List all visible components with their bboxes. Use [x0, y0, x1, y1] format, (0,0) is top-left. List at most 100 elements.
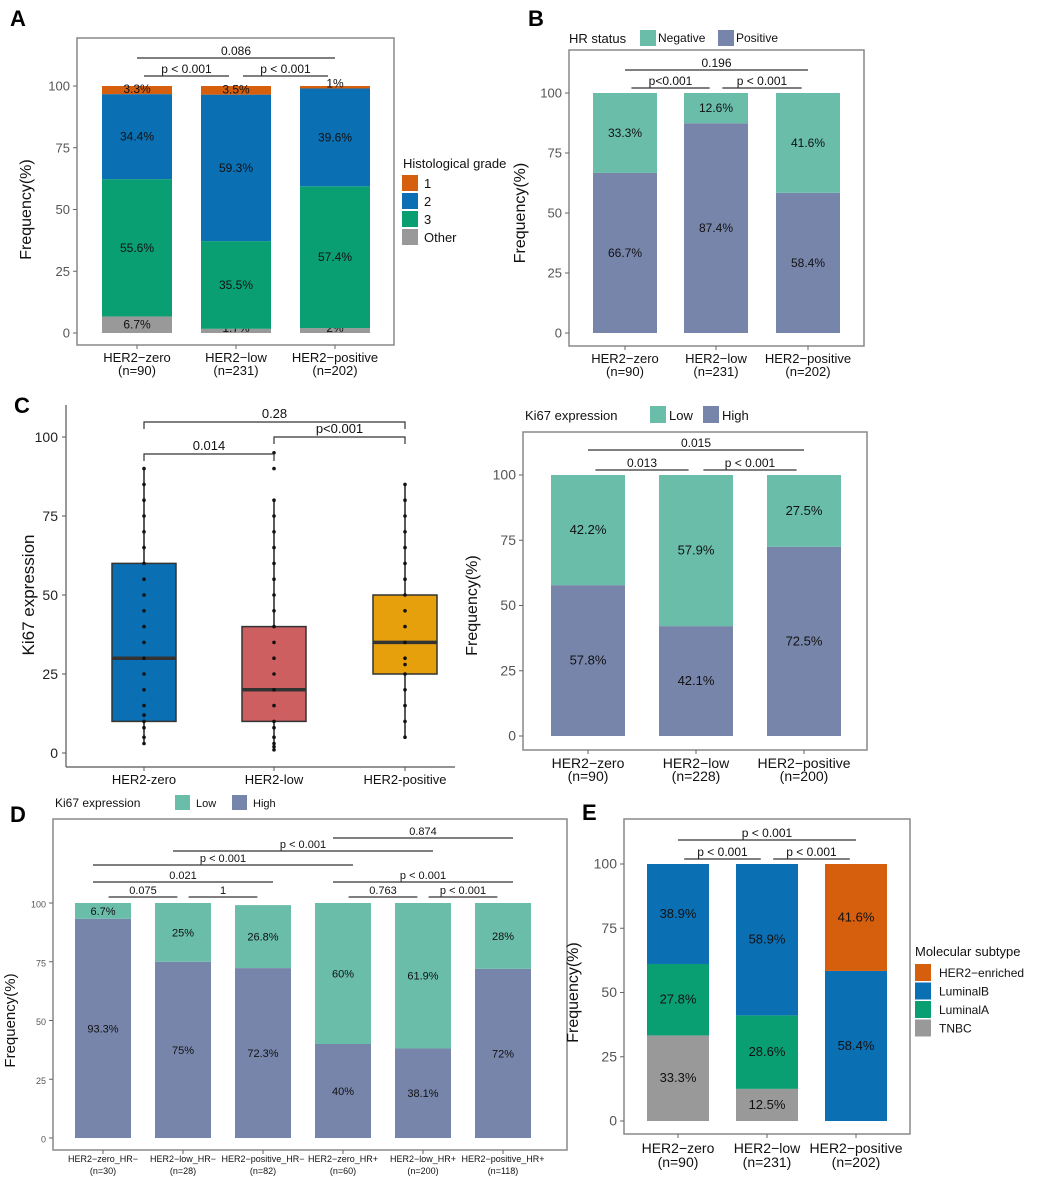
data-label: 3.3% [123, 82, 151, 96]
data-point [272, 688, 276, 692]
data-label: 61.9% [407, 971, 438, 983]
x-tick-n: (n=118) [488, 1166, 519, 1176]
data-point [272, 577, 276, 581]
data-point [142, 577, 146, 581]
data-label: 57.4% [318, 250, 352, 264]
bar-segment-2 [300, 88, 370, 187]
y-tick-label: 75 [601, 920, 617, 936]
x-tick-label: HER2-zero [112, 772, 176, 787]
data-label: 33.3% [660, 1070, 697, 1085]
data-point [272, 624, 276, 629]
data-point [403, 482, 407, 487]
legend-label: High [253, 798, 276, 810]
bar-segment-1 [102, 86, 172, 95]
y-tick-label: 75 [56, 140, 70, 155]
p-value-label: 0.086 [221, 44, 251, 58]
legend-swatch [915, 1001, 931, 1018]
p-value-label: 0.075 [129, 885, 157, 897]
p-value-label: 0.196 [701, 56, 731, 70]
y-tick-label: 100 [48, 79, 70, 94]
panel-letter-b: B [528, 6, 544, 31]
y-tick-label: 0 [555, 326, 562, 341]
bar-segment-positive [593, 172, 657, 333]
data-point [142, 530, 146, 534]
data-point [403, 662, 407, 667]
bar-segment-negative [776, 93, 840, 193]
x-tick-label: HER2−low_HR− [150, 1154, 216, 1164]
x-tick-label: HER2−low [734, 1140, 801, 1156]
y-tick-label: 25 [500, 662, 516, 678]
data-point [142, 725, 146, 730]
data-point [272, 672, 276, 676]
data-label: 39.6% [318, 130, 352, 144]
data-point [142, 466, 146, 471]
data-point [403, 545, 407, 550]
legend-title: HR status [569, 31, 627, 46]
data-label: 55.6% [120, 241, 154, 255]
p-value-label: 0.021 [169, 870, 197, 882]
data-point [272, 593, 276, 597]
bar-segment-positive [684, 123, 748, 334]
x-tick-n: (n=28) [170, 1166, 196, 1176]
p-value-label: p<0.001 [649, 74, 693, 88]
data-point [403, 735, 407, 739]
data-label: 57.8% [570, 653, 607, 668]
bar-segment-positive [776, 192, 840, 333]
p-value-label: p < 0.001 [440, 885, 486, 897]
data-label: 58.9% [749, 932, 786, 947]
legend-title: Molecular subtype [915, 944, 1021, 959]
data-label: 12.6% [699, 101, 733, 115]
x-tick-n: (n=90) [658, 1154, 699, 1170]
data-point [142, 719, 146, 724]
data-point [403, 719, 407, 724]
panel-letter-d: D [10, 802, 26, 827]
legend-swatch [402, 211, 418, 227]
p-value-label: p < 0.001 [786, 845, 837, 859]
data-point [272, 514, 276, 518]
bar-segment-high [659, 626, 733, 736]
bar-segment-luminala [647, 963, 709, 1036]
bar-segment-other [102, 316, 172, 333]
x-tick-n: (n=200) [780, 768, 829, 784]
legend-label: High [722, 408, 749, 423]
data-point [272, 703, 276, 708]
legend-swatch [703, 406, 719, 423]
y-tick-label: 25 [548, 266, 562, 281]
y-axis-label: Frequency(%) [464, 555, 481, 655]
comparison-bracket [273, 436, 406, 444]
data-label: 27.8% [660, 992, 697, 1007]
legend-label: LuminalA [939, 1003, 989, 1017]
bar-segment-2 [201, 94, 271, 242]
x-tick-label: HER2−zero [552, 755, 625, 771]
data-point [142, 624, 146, 629]
data-label: 72% [492, 1048, 514, 1060]
data-point [142, 593, 146, 597]
legend-swatch [915, 1019, 931, 1037]
data-point [272, 498, 276, 503]
bar-segment-1 [201, 86, 271, 95]
data-point [403, 530, 407, 534]
bar-segment-negative [593, 93, 657, 173]
box [372, 594, 438, 675]
y-tick-label: 25 [42, 666, 58, 682]
data-label: 41.6% [838, 909, 875, 924]
data-label: 26.8% [247, 932, 278, 944]
data-point [272, 656, 276, 660]
bar-segment-low [155, 903, 211, 962]
y-tick-label: 50 [36, 1017, 46, 1027]
p-value-label: 0.014 [193, 438, 226, 453]
chart-c-boxplot: 0 25 50 75 100 Ki67 expression HER2-zero HER2-l… [19, 405, 455, 787]
data-point [142, 640, 146, 645]
x-tick-label: HER2−positive_HR− [221, 1154, 304, 1164]
bar-segment-low [75, 903, 131, 919]
data-label: 12.5% [749, 1097, 786, 1112]
x-tick-n: (n=60) [330, 1166, 356, 1176]
bar-segment-high [767, 546, 841, 736]
chart-d: 0 25 50 75 100 Frequency(%) 93.3% 6.7% HER2−zero… [2, 795, 568, 1176]
bar-segment-low [235, 905, 291, 969]
y-tick-label: 50 [548, 206, 562, 221]
data-label: 33.3% [608, 126, 642, 140]
data-label: 6.7% [90, 906, 115, 918]
y-tick-label: 25 [56, 264, 70, 279]
data-point [142, 545, 146, 550]
